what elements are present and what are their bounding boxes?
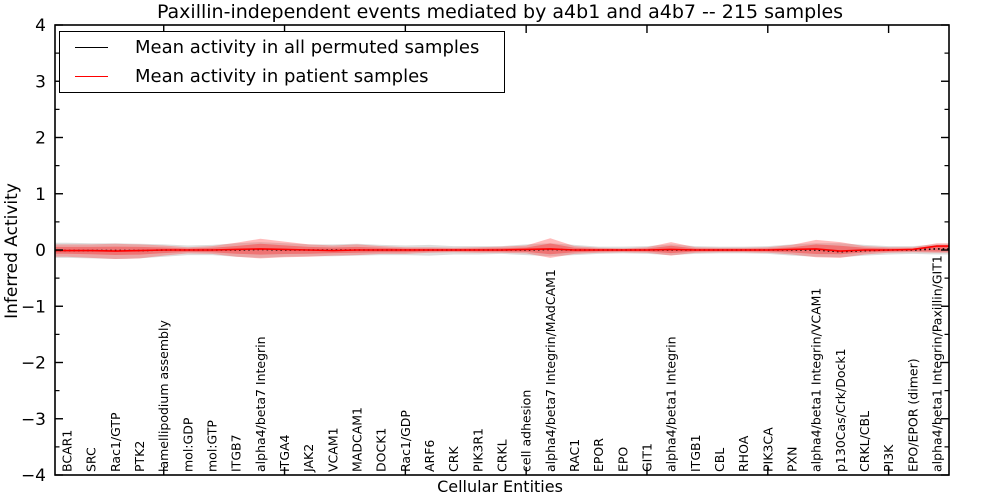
y-tick-label: 0 (35, 241, 46, 261)
x-category-label: EPO (615, 447, 630, 472)
x-category-label: PI3K (881, 444, 896, 472)
x-category-label: GIT1 (640, 443, 655, 472)
y-tick-label: −3 (21, 410, 46, 430)
y-tick-label: −2 (21, 354, 46, 374)
x-category-label: MADCAM1 (350, 407, 365, 472)
x-category-label: CRKL/CBL (857, 411, 872, 472)
x-category-label: ARF6 (422, 440, 437, 472)
x-category-label: ITGA4 (277, 434, 292, 472)
x-category-label: CBL (712, 448, 727, 472)
x-category-label: PTK2 (132, 441, 147, 472)
x-category-label: CRK (446, 446, 461, 472)
legend-label-patient: Mean activity in patient samples (135, 66, 429, 88)
x-category-label: BCAR1 (60, 430, 75, 472)
y-tick-label: 3 (35, 72, 46, 92)
patient-mean-line (55, 245, 949, 252)
x-category-label: alpha4/beta7 Integrin (253, 336, 268, 472)
patient-line-sample-icon (75, 76, 108, 78)
x-category-label: DOCK1 (374, 428, 389, 472)
x-category-label: PIK3CA (760, 427, 775, 472)
y-axis-label: Inferred Activity (2, 183, 22, 319)
chart-title: Paxillin-independent events mediated by … (156, 1, 844, 23)
permuted-line-sample-icon (75, 46, 108, 48)
y-tick-label: 1 (35, 185, 46, 205)
legend: Mean activity in all permuted samples Me… (59, 31, 505, 93)
x-category-label: Rac1/GDP (398, 410, 413, 472)
x-category-label: PIK3R1 (470, 428, 485, 472)
x-category-label: p130Cas/Crk/Dock1 (833, 348, 848, 472)
x-axis-label: Cellular Entities (437, 477, 563, 496)
x-category-label: cell adhesion (519, 390, 534, 472)
x-category-label: mol:GDP (180, 417, 195, 472)
patient-sample-spread-band (55, 238, 949, 259)
legend-item-patient: Mean activity in patient samples (60, 63, 504, 91)
x-category-label: RHOA (736, 435, 751, 472)
x-category-label: JAK2 (301, 444, 316, 473)
x-category-label: CRKL (495, 439, 510, 472)
x-category-label: ITGB7 (229, 434, 244, 472)
x-category-label: ITGB1 (688, 434, 703, 472)
x-category-label: mol:GTP (205, 420, 220, 472)
x-category-label: EPO/EPOR (dimer) (905, 358, 920, 472)
y-tick-label: 2 (35, 129, 46, 149)
x-category-label: EPOR (591, 438, 606, 472)
legend-label-permuted: Mean activity in all permuted samples (135, 36, 480, 58)
x-category-label: alpha4/beta1 Integrin/Paxillin/GIT1 (929, 255, 944, 472)
x-category-label: RAC1 (567, 439, 582, 472)
x-category-label: alpha4/beta1 Integrin (664, 336, 679, 472)
x-category-label: PXN (784, 447, 799, 472)
x-category-label: SRC (84, 447, 99, 472)
y-tick-label: −1 (21, 297, 46, 317)
x-category-label: VCAM1 (325, 427, 340, 472)
x-category-label: lamellipodium assembly (156, 320, 171, 472)
y-tick-label: −4 (21, 466, 46, 486)
x-category-label: alpha4/beta1 Integrin/VCAM1 (809, 288, 824, 472)
x-category-label: alpha4/beta7 Integrin/MAdCAM1 (543, 269, 558, 472)
x-category-label: Rac1/GTP (108, 412, 123, 472)
y-tick-label: 4 (35, 16, 46, 36)
legend-item-permuted: Mean activity in all permuted samples (60, 33, 504, 61)
